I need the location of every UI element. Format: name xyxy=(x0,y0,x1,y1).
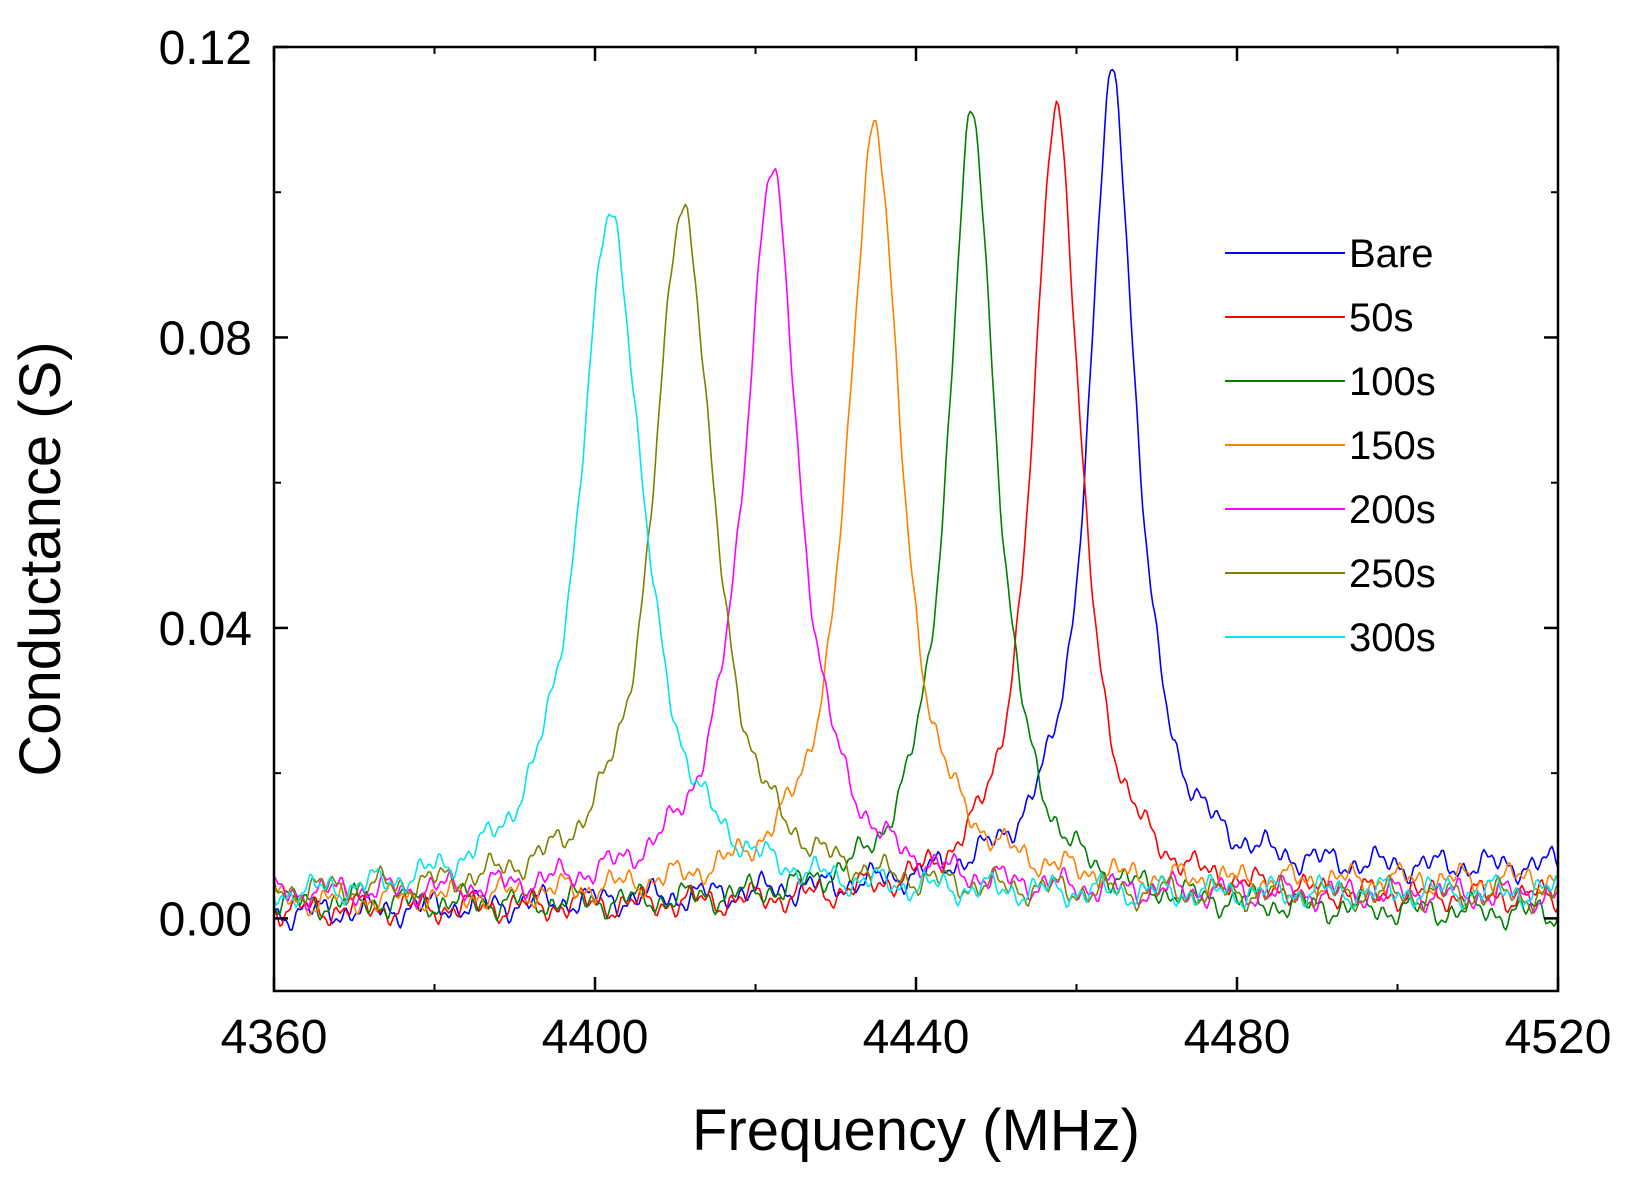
y-tick-label-0.00: 0.00 xyxy=(159,893,252,946)
axis-ticks xyxy=(272,45,1560,991)
y-tick-label-0.12: 0.12 xyxy=(159,22,252,75)
x-tick-label-4480: 4480 xyxy=(1184,1011,1291,1064)
legend-label-50s: 50s xyxy=(1349,296,1414,340)
x-tick-label-4400: 4400 xyxy=(542,1011,649,1064)
y-tick-label-0.04: 0.04 xyxy=(159,603,252,656)
series-layer xyxy=(274,68,1558,931)
series-line-250s xyxy=(274,203,1558,915)
legend-label-bare: Bare xyxy=(1349,232,1434,276)
legend-label-100s: 100s xyxy=(1349,360,1436,404)
y-axis-title: Conductance (S) xyxy=(8,341,73,776)
legend-label-150s: 150s xyxy=(1349,424,1436,468)
y-tick-label-0.08: 0.08 xyxy=(159,312,252,365)
series-line-150s xyxy=(274,119,1558,917)
x-axis-title: Frequency (MHz) xyxy=(692,1098,1140,1163)
legend-label-200s: 200s xyxy=(1349,488,1436,532)
x-tick-label-4520: 4520 xyxy=(1505,1011,1612,1064)
series-line-100s xyxy=(274,110,1558,931)
axis-tick-labels: 4360 4400 4440 4480 4520 0.00 0.04 0.08 0.12 xyxy=(159,22,1612,1064)
series-line-200s xyxy=(274,167,1558,914)
legend-label-300s: 300s xyxy=(1349,616,1436,660)
x-tick-label-4440: 4440 xyxy=(863,1011,970,1064)
x-tick-label-4360: 4360 xyxy=(221,1011,328,1064)
legend-label-250s: 250s xyxy=(1349,552,1436,596)
legend: Bare 50s 100s 150s 200s 250s 300s xyxy=(1225,232,1436,660)
series-line-300s xyxy=(274,213,1558,911)
